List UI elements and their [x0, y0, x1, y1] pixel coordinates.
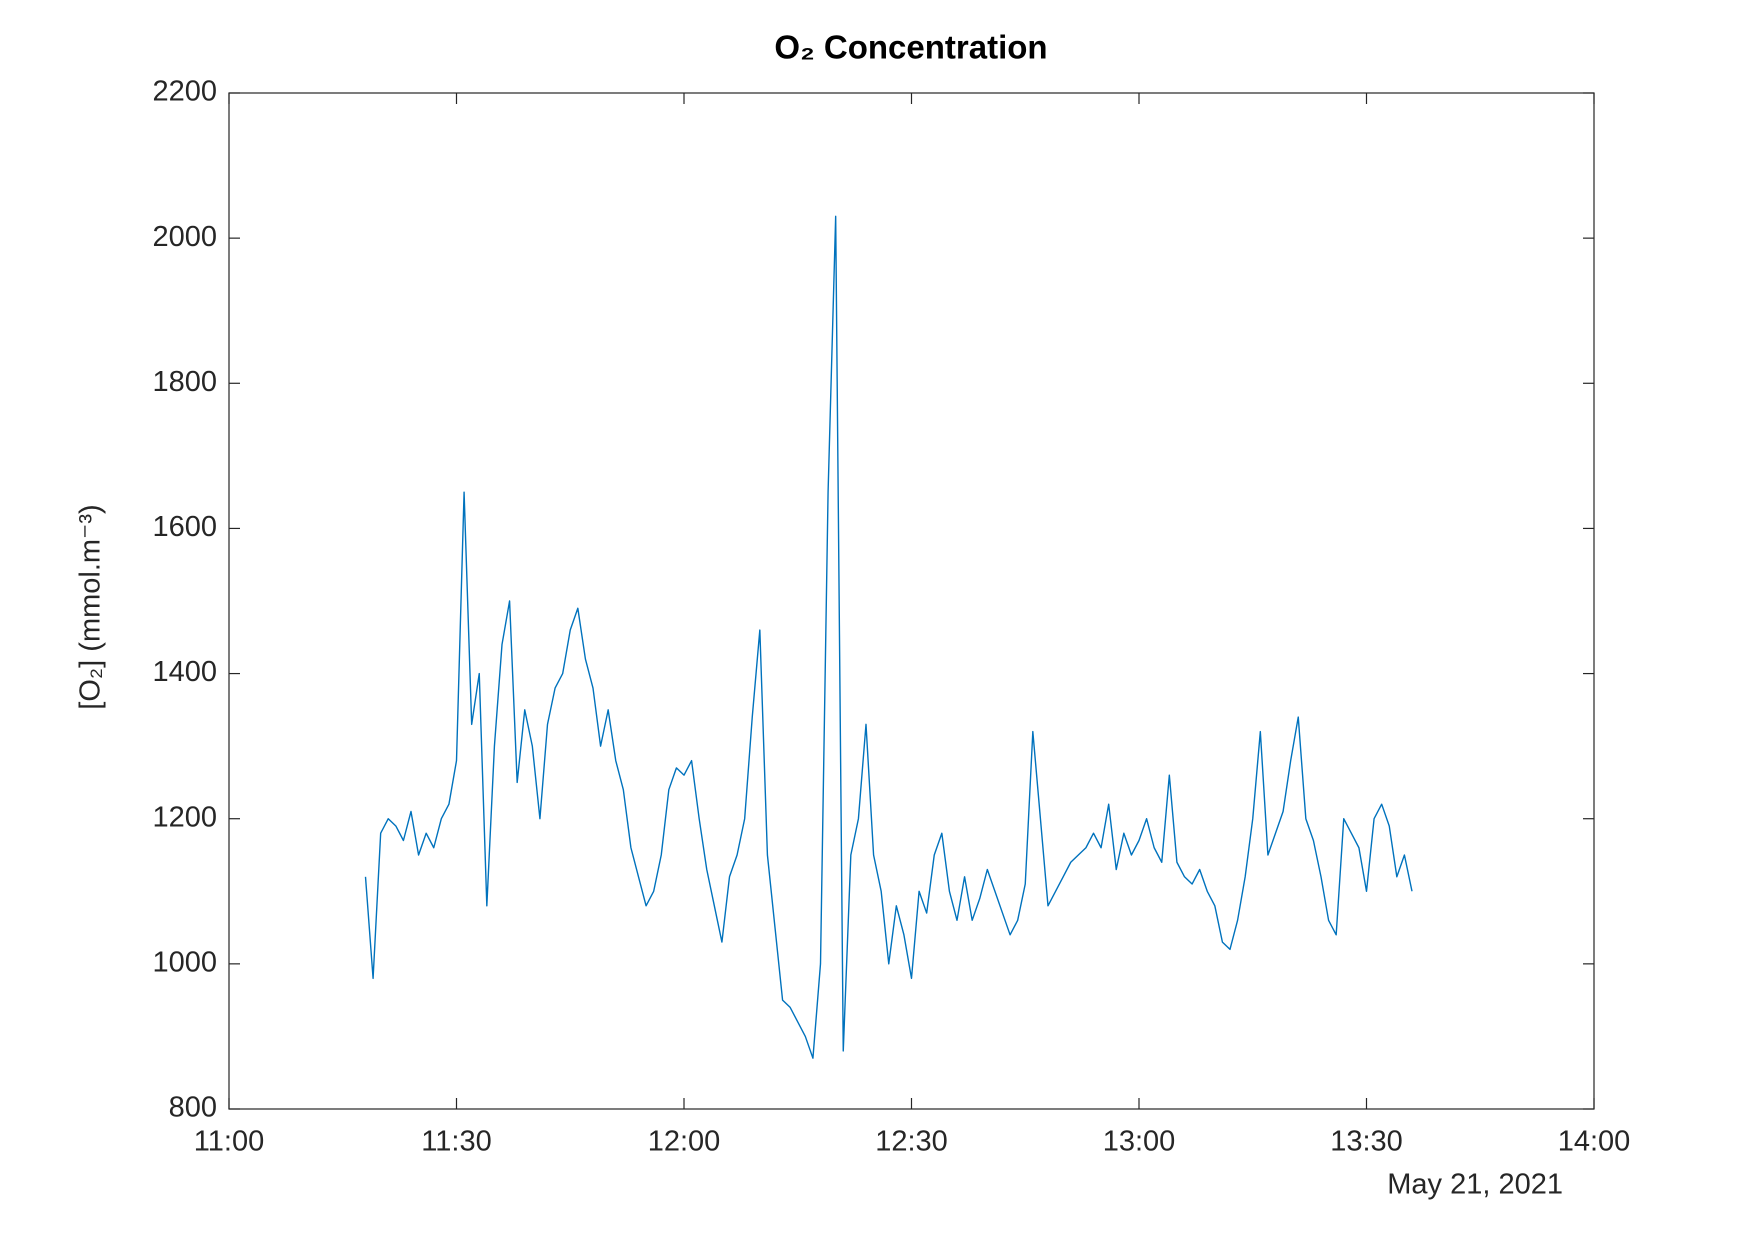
x-tick-label: 13:00: [1103, 1126, 1176, 1158]
data-line: [364, 215, 1413, 1059]
y-tick-label: 2200: [152, 76, 217, 108]
x-tick-label: 12:00: [648, 1126, 721, 1158]
y-tick-label: 800: [169, 1092, 217, 1124]
x-tick-label: 11:00: [194, 1126, 264, 1158]
x-tick-label: 13:30: [1330, 1126, 1403, 1158]
x-tick-label: 12:30: [875, 1126, 948, 1158]
y-axis-label: [O₂] (mmol.m⁻³): [75, 504, 107, 709]
chart-title: O₂ Concentration: [774, 29, 1047, 66]
y-tick-label: 1600: [152, 511, 217, 543]
y-tick-label: 1400: [152, 656, 217, 688]
x-date-label: May 21, 2021: [1387, 1169, 1563, 1201]
plot-frame: [228, 92, 1595, 1110]
y-tick-label: 1200: [152, 801, 217, 833]
x-tick-label: 11:30: [421, 1126, 491, 1158]
y-tick-label: 1800: [152, 366, 217, 398]
x-tick-label: 14:00: [1558, 1126, 1631, 1158]
y-tick-label: 1000: [152, 947, 217, 979]
y-tick-label: 2000: [152, 221, 217, 253]
